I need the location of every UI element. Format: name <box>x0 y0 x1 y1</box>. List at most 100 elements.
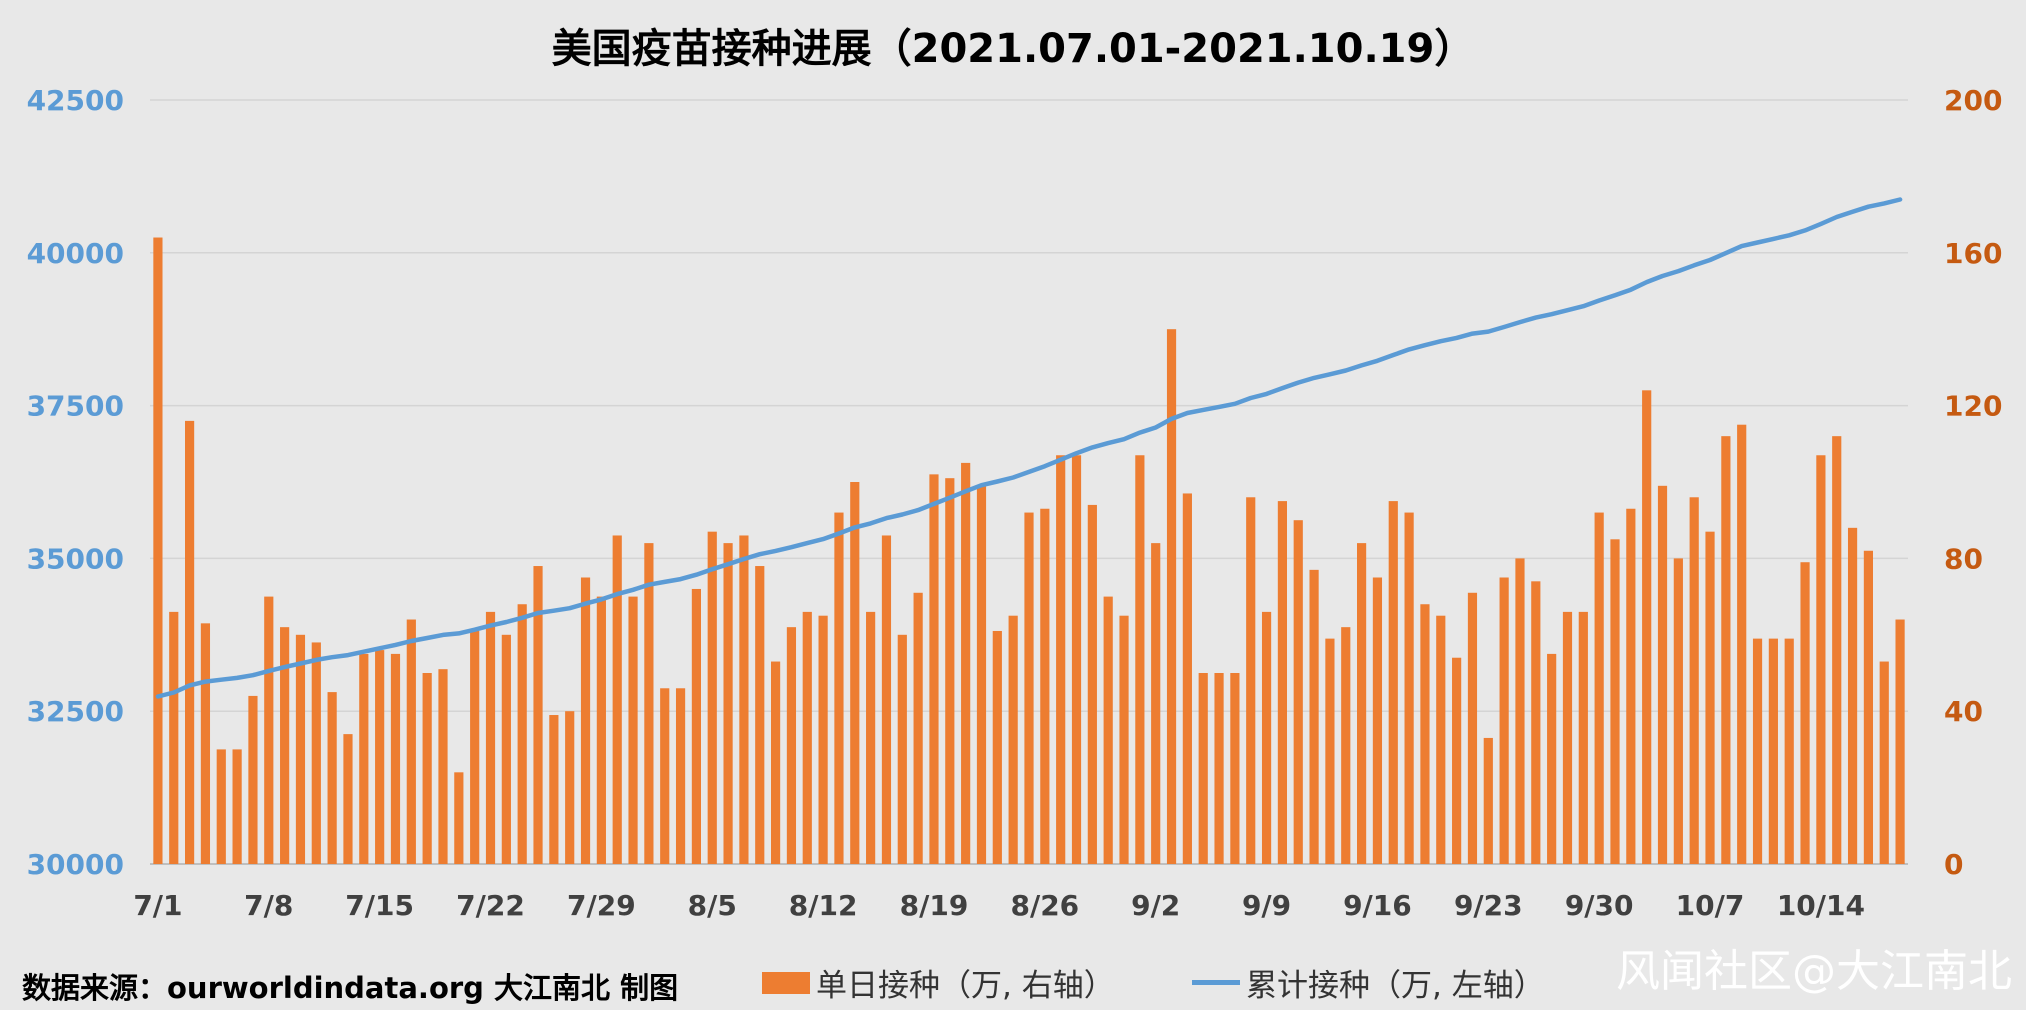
x-axis-tick-label: 7/22 <box>456 889 525 922</box>
daily-vaccination-bar <box>359 653 369 864</box>
daily-vaccination-bar <box>1325 638 1335 864</box>
daily-vaccination-bar <box>755 566 765 864</box>
left-axis-tick-label: 30000 <box>27 848 124 881</box>
daily-vaccination-bar <box>992 630 1002 864</box>
daily-vaccination-bar <box>834 512 844 864</box>
daily-vaccination-bar <box>1040 508 1050 864</box>
daily-vaccination-bar <box>1182 493 1192 864</box>
right-axis-tick-label: 160 <box>1944 237 2002 270</box>
daily-vaccination-bar <box>723 543 733 864</box>
daily-vaccination-bar <box>1309 569 1319 864</box>
x-axis-tick-label: 8/5 <box>688 889 737 922</box>
daily-vaccination-bar <box>1578 611 1588 864</box>
x-axis-tick-label: 10/7 <box>1676 889 1745 922</box>
daily-vaccination-bar <box>1642 390 1652 864</box>
daily-vaccination-bar <box>1895 619 1905 864</box>
x-axis-tick-label: 8/12 <box>789 889 858 922</box>
daily-vaccination-bar <box>343 734 353 864</box>
daily-vaccination-bar <box>311 642 321 864</box>
daily-vaccination-bar <box>739 535 749 864</box>
daily-vaccination-bar <box>596 596 606 864</box>
daily-vaccination-bar <box>454 772 464 864</box>
daily-vaccination-bar <box>517 604 527 864</box>
daily-vaccination-bar <box>1721 436 1731 864</box>
daily-vaccination-bar <box>1515 558 1525 864</box>
daily-vaccination-bar <box>1341 627 1351 864</box>
daily-vaccination-bar <box>470 630 480 864</box>
x-axis-tick-label: 7/8 <box>244 889 293 922</box>
daily-vaccination-bar <box>1689 497 1699 864</box>
daily-vaccination-bar <box>1737 424 1747 864</box>
left-axis-tick-label: 35000 <box>27 542 124 575</box>
left-axis-tick-label: 42500 <box>27 84 124 117</box>
daily-vaccination-bar <box>1293 520 1303 864</box>
daily-vaccination-bar <box>438 669 448 864</box>
daily-vaccination-bar <box>881 535 892 864</box>
daily-vaccination-bar <box>913 592 923 864</box>
daily-vaccination-bar <box>929 474 939 864</box>
watermark: 风闻社区@大江南北 <box>1616 946 2012 997</box>
right-axis-tick-label: 200 <box>1944 84 2002 117</box>
legend-line-label: 累计接种（万, 左轴） <box>1246 968 1545 1004</box>
daily-vaccination-bar <box>1705 531 1715 864</box>
daily-vaccination-bar <box>1673 558 1683 864</box>
x-axis-tick-label: 9/9 <box>1242 889 1291 922</box>
daily-vaccination-bar <box>1135 455 1145 864</box>
daily-vaccination-bar <box>691 588 701 864</box>
daily-vaccination-bar <box>1277 501 1287 864</box>
daily-vaccination-bar <box>1499 577 1509 864</box>
daily-vaccination-bar <box>850 482 860 864</box>
daily-vaccination-bar <box>375 650 385 864</box>
left-axis-tick-label: 37500 <box>27 390 124 423</box>
daily-vaccination-bar <box>327 692 337 864</box>
daily-vaccination-bar <box>818 615 828 864</box>
daily-vaccination-bar <box>1404 512 1414 864</box>
daily-vaccination-bar <box>1531 581 1541 864</box>
daily-vaccination-bar <box>771 661 781 864</box>
daily-vaccination-bar <box>216 749 226 864</box>
daily-vaccination-bar <box>1357 543 1367 864</box>
legend-line-swatch <box>1192 980 1240 985</box>
daily-vaccination-bar <box>232 749 242 864</box>
daily-vaccination-bar <box>485 611 496 864</box>
left-axis-tick-label: 32500 <box>27 695 124 728</box>
x-axis-tick-label: 7/1 <box>133 889 182 922</box>
daily-vaccination-bar <box>1056 455 1066 864</box>
daily-vaccination-bar <box>1594 512 1604 864</box>
daily-vaccination-bar <box>1752 638 1763 864</box>
daily-vaccination-bar <box>533 566 543 864</box>
daily-vaccination-bar <box>200 623 211 864</box>
daily-vaccination-bar <box>1198 673 1208 864</box>
x-axis-tick-label: 9/23 <box>1454 889 1523 922</box>
x-axis-tick-label: 7/15 <box>345 889 414 922</box>
daily-vaccination-bar <box>1388 501 1398 864</box>
right-axis-tick-label: 0 <box>1944 848 1963 881</box>
daily-vaccination-bar <box>1863 550 1873 864</box>
daily-vaccination-bar <box>1261 611 1272 864</box>
daily-vaccination-bar <box>802 611 812 864</box>
daily-vaccination-bar <box>1151 543 1161 864</box>
daily-vaccination-bar <box>1452 657 1462 864</box>
x-axis-tick-label: 9/16 <box>1343 889 1412 922</box>
right-axis-tick-label: 120 <box>1944 390 2002 423</box>
daily-vaccination-bar <box>1657 485 1668 864</box>
legend-bar-swatch <box>762 971 810 994</box>
daily-vaccination-bar <box>1246 497 1256 864</box>
daily-vaccination-bar <box>976 485 987 864</box>
daily-vaccination-bar <box>280 627 290 864</box>
daily-vaccination-bar <box>1610 539 1620 864</box>
daily-vaccination-bar <box>628 596 638 864</box>
daily-vaccination-bar <box>1024 512 1034 864</box>
daily-vaccination-bar <box>1071 455 1082 864</box>
daily-vaccination-bar <box>580 577 591 864</box>
daily-vaccination-bar <box>945 478 955 864</box>
daily-vaccination-bar <box>169 611 179 864</box>
daily-vaccination-bar <box>1230 673 1240 864</box>
chart-title: 美国疫苗接种进展（2021.07.01-2021.10.19） <box>551 26 1475 72</box>
daily-vaccination-bar <box>264 596 274 864</box>
daily-vaccination-bar <box>295 634 306 864</box>
x-axis-tick-label: 9/30 <box>1565 889 1634 922</box>
legend-line-entry: 累计接种（万, 左轴） <box>1192 960 1545 1005</box>
